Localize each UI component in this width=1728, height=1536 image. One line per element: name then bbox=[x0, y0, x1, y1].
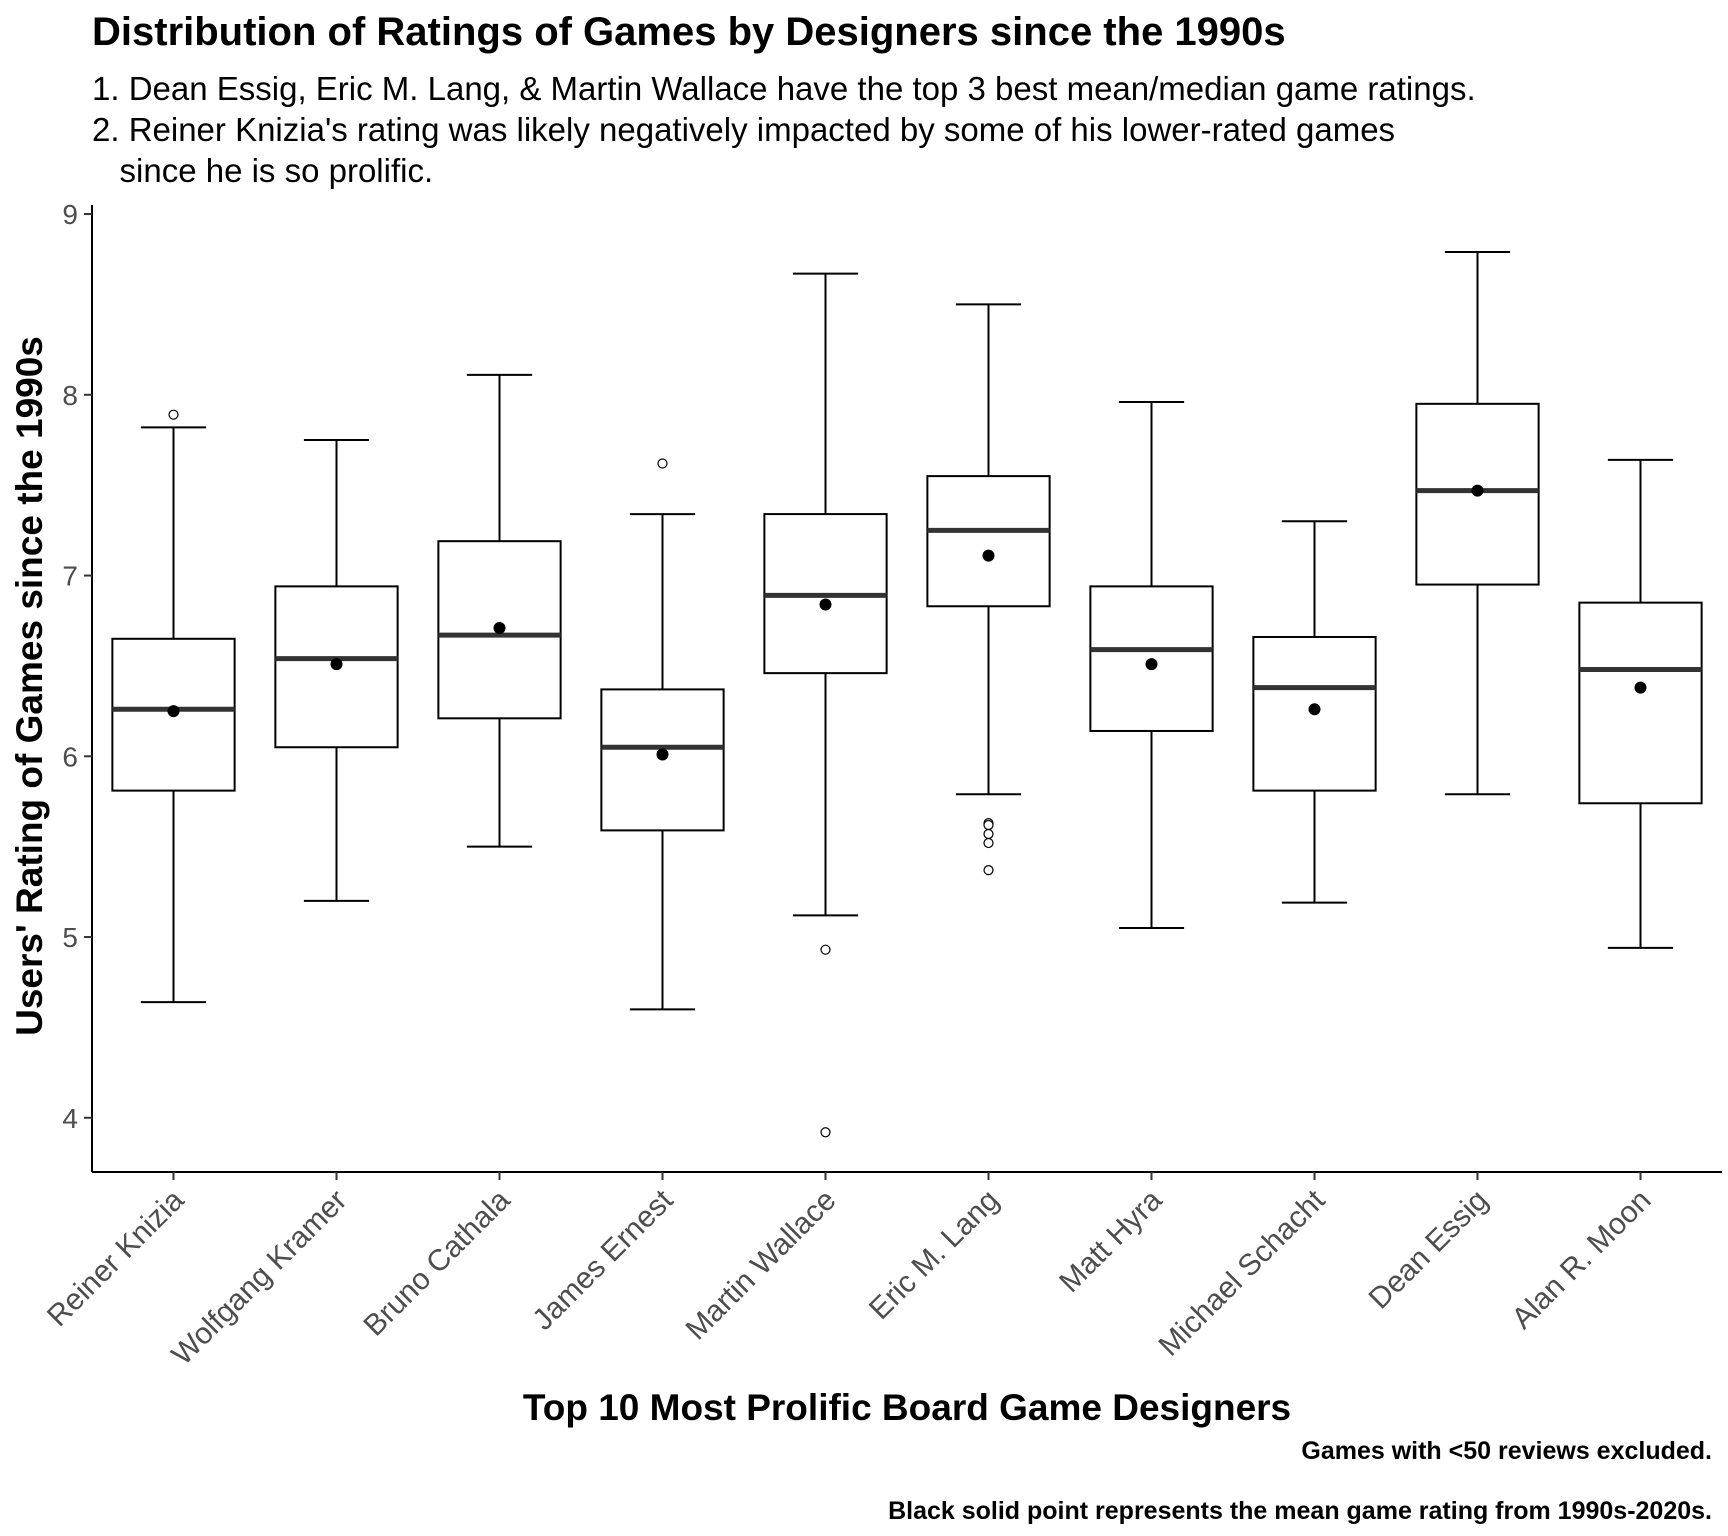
x-tick-label: Dean Essig bbox=[1363, 1184, 1495, 1316]
mean-point bbox=[982, 549, 995, 562]
subtitle-line-2: 2. Reiner Knizia's rating was likely neg… bbox=[92, 111, 1396, 148]
box-group-michael-schacht bbox=[1252, 520, 1377, 904]
box-marks bbox=[111, 250, 1703, 1138]
x-tick-label: Martin Wallace bbox=[680, 1184, 843, 1347]
x-tick-label: James Ernest bbox=[526, 1183, 679, 1336]
chart-subtitle: 1. Dean Essig, Eric M. Lang, & Martin Wa… bbox=[92, 68, 1476, 191]
x-tick-label: Alan R. Moon bbox=[1506, 1184, 1658, 1336]
box-group-reiner-knizia bbox=[111, 409, 236, 1004]
x-tick-label: Bruno Cathala bbox=[357, 1183, 516, 1342]
box-group-matt-hyra bbox=[1089, 401, 1214, 929]
y-tick-label: 4 bbox=[62, 1103, 78, 1134]
box-group-bruno-cathala bbox=[437, 373, 562, 848]
y-axis-label: Users' Rating of Games since the 1990s bbox=[9, 336, 50, 1036]
y-tick-label: 7 bbox=[62, 561, 78, 592]
mean-point bbox=[656, 748, 669, 761]
x-axis-label: Top 10 Most Prolific Board Game Designer… bbox=[522, 1387, 1292, 1428]
outlier-point bbox=[820, 944, 831, 955]
outlier-point bbox=[657, 458, 668, 469]
mean-point bbox=[167, 705, 180, 718]
mean-point bbox=[1308, 703, 1321, 716]
mean-point bbox=[1471, 484, 1484, 497]
iqr-box bbox=[1089, 585, 1214, 732]
x-tick-label: Matt Hyra bbox=[1053, 1183, 1168, 1298]
mean-point bbox=[1145, 658, 1158, 671]
iqr-box bbox=[1578, 601, 1703, 805]
outlier-point bbox=[983, 837, 994, 849]
outlier-point bbox=[820, 1127, 831, 1138]
x-tick-label: Michael Schacht bbox=[1152, 1183, 1331, 1362]
box-group-alan-r-moon bbox=[1578, 458, 1703, 949]
subtitle-line-1: 1. Dean Essig, Eric M. Lang, & Martin Wa… bbox=[92, 70, 1476, 107]
chart-title: Distribution of Ratings of Games by Desi… bbox=[92, 10, 1286, 54]
outlier-point bbox=[983, 865, 994, 876]
y-tick-label: 5 bbox=[62, 922, 78, 953]
caption-mean-note: Black solid point represents the mean ga… bbox=[888, 1497, 1712, 1525]
box-group-james-ernest bbox=[600, 458, 725, 1011]
mean-point bbox=[1634, 681, 1647, 694]
y-tick-label: 9 bbox=[62, 199, 78, 230]
box-group-eric-m-lang bbox=[926, 303, 1051, 876]
y-tick-label: 6 bbox=[62, 741, 78, 772]
x-tick-label: Wolfgang Kramer bbox=[165, 1184, 353, 1372]
box-group-wolfgang-kramer bbox=[274, 438, 399, 902]
box-group-dean-essig bbox=[1415, 250, 1540, 796]
mean-point bbox=[493, 621, 506, 634]
mean-point bbox=[819, 598, 832, 611]
iqr-box bbox=[926, 475, 1051, 608]
outlier-point bbox=[983, 828, 994, 840]
mean-point bbox=[330, 658, 343, 671]
y-tick-label: 8 bbox=[62, 380, 78, 411]
caption-review-threshold: Games with <50 reviews excluded. bbox=[1301, 1437, 1712, 1465]
box-group-martin-wallace bbox=[763, 272, 888, 1138]
outlier-point bbox=[168, 409, 179, 420]
x-tick-label: Reiner Knizia bbox=[41, 1183, 191, 1333]
subtitle-line-3: since he is so prolific. bbox=[92, 152, 434, 189]
outlier-point bbox=[983, 819, 994, 831]
x-tick-label: Eric M. Lang bbox=[863, 1184, 1005, 1326]
